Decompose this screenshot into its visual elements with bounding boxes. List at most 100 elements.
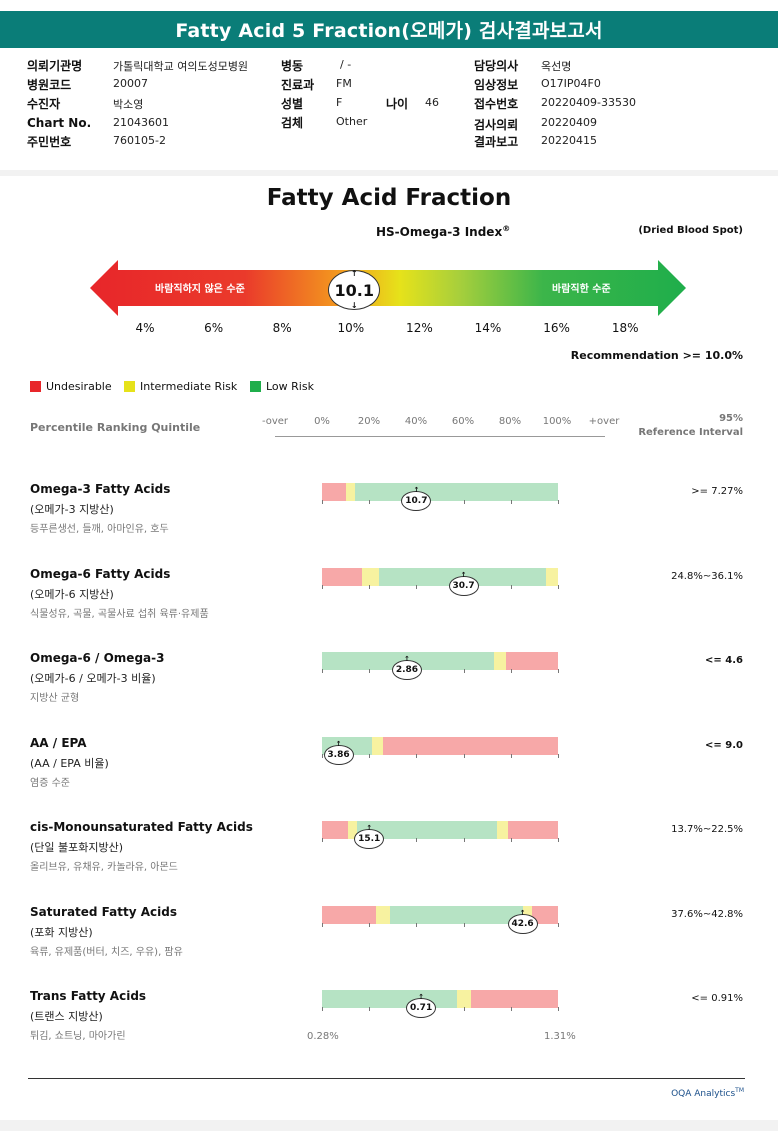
percentile-tick-label: 80% — [498, 416, 522, 427]
sex-label: 성별 — [281, 97, 304, 111]
bar-tick — [510, 1007, 512, 1011]
bar-segment — [546, 567, 558, 586]
bar-segment — [357, 821, 497, 839]
row-description: 등푸른생선, 들깨, 아마인유, 호두 — [30, 524, 169, 535]
row-reference: <= 0.91% — [691, 993, 743, 1004]
row-value-marker: ↑ 2.86 — [391, 656, 422, 680]
row-subtitle: (AA / EPA 비율) — [30, 756, 109, 770]
patient-label: 수진자 — [27, 97, 61, 111]
row-description: 올리브유, 유채유, 카놀라유, 아몬드 — [30, 862, 178, 873]
row-title: cis-Monounsaturated Fatty Acids — [30, 820, 253, 834]
bar-tick — [369, 922, 371, 927]
row-description: 지방산 균형 — [30, 693, 80, 704]
bar-segment — [355, 483, 558, 501]
request-label: 검사의뢰 — [474, 118, 519, 132]
row-value: 3.86 — [327, 749, 350, 760]
row-subtitle: (오메가-6 지방산) — [30, 587, 114, 601]
bar-tick — [416, 922, 418, 927]
legend-label: Low Risk — [266, 380, 314, 393]
legend-swatch — [124, 381, 135, 392]
row-value-marker: ↑ 10.7 — [401, 487, 432, 511]
doctor-label: 담당의사 — [474, 59, 519, 73]
department-label: 진료과 — [281, 78, 315, 92]
bar-tick — [322, 753, 323, 758]
legend-swatch — [30, 381, 41, 392]
bar-tick — [510, 500, 512, 504]
clinical-value: O17IP04F0 — [541, 77, 601, 90]
percentile-label: Percentile Ranking Quintile — [30, 421, 201, 434]
bar-tick — [463, 669, 465, 673]
bar-tick — [416, 753, 418, 758]
bar-tick — [369, 584, 371, 589]
bar-segment — [371, 736, 384, 755]
report-body: Fatty Acid Fraction HS-Omega-3 Index® (D… — [0, 176, 778, 1120]
row-subtitle: (트랜스 지방산) — [30, 1010, 103, 1023]
row-title: Omega-3 Fatty Acids — [30, 482, 171, 496]
sample-type: (Dried Blood Spot) — [638, 225, 743, 236]
omega3-index-marker: ↑ 10.1 ↓ — [328, 270, 381, 310]
row-value-marker: ↑ 42.6 — [507, 909, 538, 934]
row-subtitle: (오메가-6 / 오메가-3 비율) — [30, 672, 156, 685]
bar-tick — [558, 1007, 559, 1011]
bar-tick — [558, 922, 559, 927]
row-subtitle: (오메가-3 지방산) — [30, 503, 114, 516]
row-value: 30.7 — [452, 580, 475, 591]
bar-tick — [510, 669, 512, 673]
index-tick-label: 12% — [406, 321, 433, 335]
index-tick-label: 16% — [543, 321, 570, 335]
row-title: AA / EPA — [30, 735, 87, 750]
specimen-value: Other — [336, 115, 368, 128]
bar-tick — [322, 500, 323, 504]
specimen-label: 검체 — [281, 116, 304, 130]
index-tick-label: 18% — [611, 321, 639, 335]
row-reference: <= 4.6 — [705, 655, 743, 666]
percentile-scale-line — [275, 436, 605, 437]
bar-tick — [322, 922, 323, 927]
bar-tick — [369, 753, 371, 758]
footer-divider — [28, 1078, 745, 1079]
row-description: 튀김, 쇼트닝, 마아가린 — [30, 1031, 126, 1042]
section-title: Fatty Acid Fraction — [266, 185, 512, 211]
bar-tick — [463, 922, 465, 927]
bar-segment — [322, 990, 457, 1008]
recommendation: Recommendation >= 10.0% — [570, 349, 743, 362]
row-value: 2.86 — [395, 665, 419, 675]
sex-value: F — [336, 96, 343, 109]
row-reference: <= 9.0 — [705, 739, 743, 751]
index-tick-label: 8% — [272, 321, 292, 335]
chart-label: Chart No. — [27, 116, 92, 130]
bar-tick — [558, 669, 559, 673]
index-title: HS-Omega-3 Index® — [376, 224, 511, 239]
omega3-index-value: 10.1 — [334, 280, 374, 300]
omega3-index-arrow — [90, 260, 686, 316]
row-value: 42.6 — [511, 918, 534, 929]
bar-tick — [510, 838, 512, 842]
legend-item: Intermediate Risk — [124, 380, 237, 393]
bar-tick — [558, 838, 559, 842]
report-header-sheet: Fatty Acid 5 Fraction(오메가) 검사결과보고서 의뢰기관명… — [0, 0, 778, 170]
age-label: 나이 — [386, 97, 409, 111]
percentile-tick-label: +over — [588, 416, 620, 427]
row-reference: 24.8%~36.1% — [671, 570, 743, 582]
percentile-bar — [322, 652, 559, 673]
age-value: 46 — [425, 96, 439, 109]
bar-segment — [508, 821, 558, 839]
result-value: 20220415 — [541, 134, 597, 147]
row-value-marker: ↑ 15.1 — [354, 825, 385, 849]
registered-mark: ® — [502, 224, 511, 233]
row-title: Omega-6 / Omega-3 — [30, 651, 165, 665]
bar-tick — [558, 753, 559, 758]
result-label: 결과보고 — [474, 135, 519, 149]
row-title: Saturated Fatty Acids — [30, 904, 177, 919]
index-tick-label: 14% — [474, 321, 502, 335]
row-value-marker: ↑ 30.7 — [448, 571, 479, 596]
row-value: 15.1 — [358, 834, 381, 844]
percentile-tick-label: 20% — [357, 416, 381, 427]
row-title: Trans Fatty Acids — [30, 989, 147, 1003]
bar-tick — [510, 753, 512, 758]
bar-tick — [369, 1007, 371, 1011]
percentile-bar — [322, 905, 559, 927]
bar-tick — [416, 584, 418, 589]
index-tick-label: 6% — [204, 321, 224, 335]
bar-tick — [369, 500, 371, 504]
